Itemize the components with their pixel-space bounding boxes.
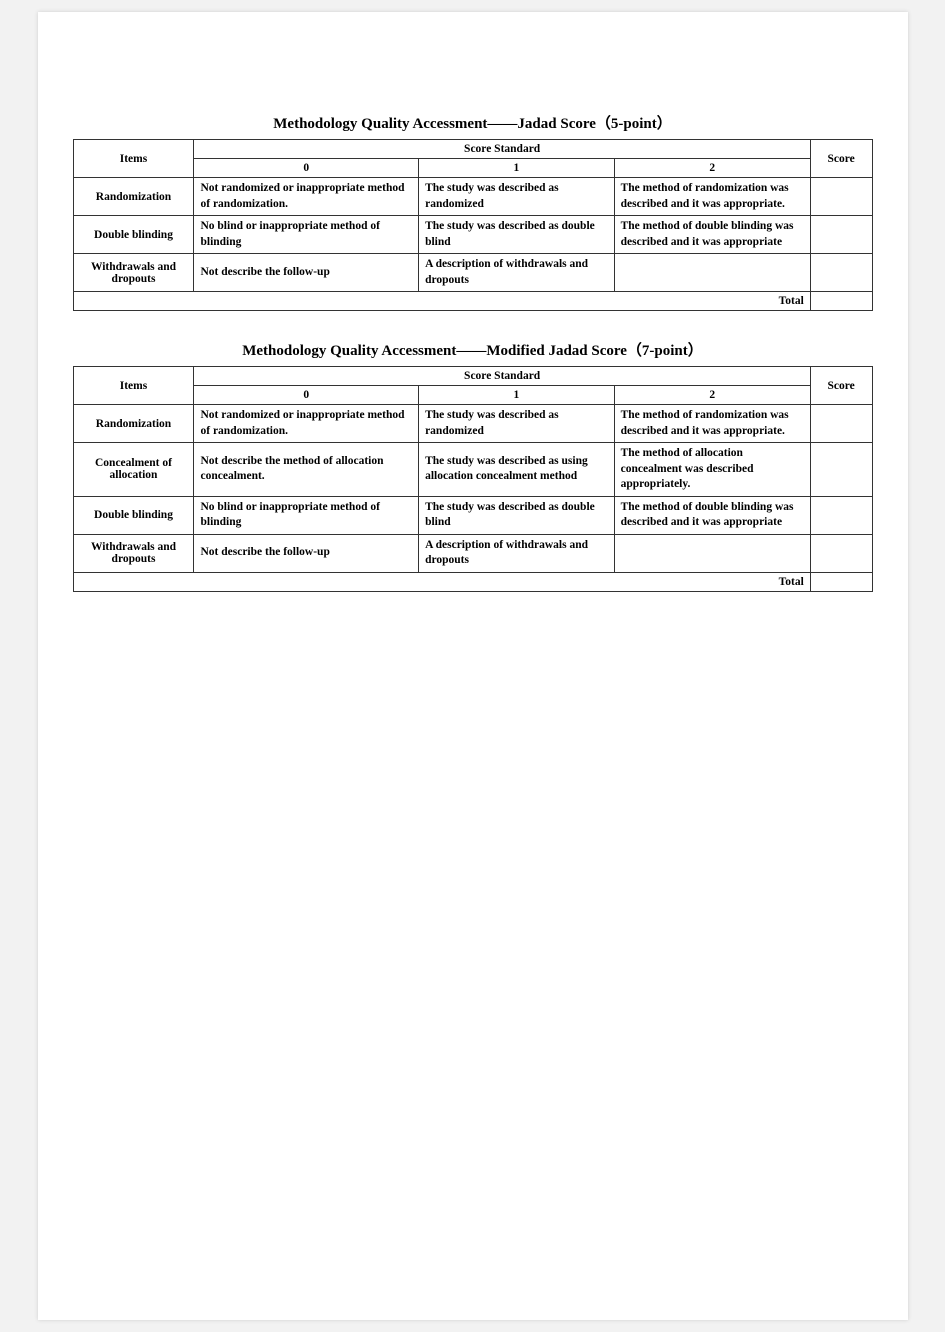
table1-r2-item: Withdrawals and dropouts [73,254,194,292]
table1-r1-c1: The study was described as double blind [419,216,615,254]
table2-modified-jadad-7point: Items Score Standard Score 0 1 2 Randomi… [73,366,873,592]
table2-r0-item: Randomization [73,405,194,443]
table1-total-row: Total [73,292,872,311]
table-row: Withdrawals and dropouts Not describe th… [73,254,872,292]
table1-r2-c0: Not describe the follow-up [194,254,419,292]
table1-r0-c0: Not randomized or inappropriate method o… [194,178,419,216]
table1-r1-c0: No blind or inappropriate method of blin… [194,216,419,254]
table2-header-score: Score [810,367,872,405]
table1-r0-c2: The method of randomization was describe… [614,178,810,216]
table2-r1-score [810,443,872,497]
table1-r2-score [810,254,872,292]
table1-header-items: Items [73,140,194,178]
table2-r2-c1: The study was described as double blind [419,496,615,534]
table-row: Withdrawals and dropouts Not describe th… [73,534,872,572]
table1-header-0: 0 [194,159,419,178]
table1-r0-item: Randomization [73,178,194,216]
table2-header-score-standard: Score Standard [194,367,810,386]
table2-total-row: Total [73,572,872,591]
table-row: Concealment of allocation Not describe t… [73,443,872,497]
table2-r2-item: Double blinding [73,496,194,534]
table-row: Randomization Not randomized or inapprop… [73,405,872,443]
table1-header-row1: Items Score Standard Score [73,140,872,159]
table1-total-value [810,292,872,311]
document-page: Methodology Quality Accessment——Jadad Sc… [38,12,908,1320]
table2-header-items: Items [73,367,194,405]
table2-r0-c2: The method of randomization was describe… [614,405,810,443]
table-row: Double blinding No blind or inappropriat… [73,496,872,534]
table2-r1-c1: The study was described as using allocat… [419,443,615,497]
table2-r1-c2: The method of allocation concealment was… [614,443,810,497]
table1-r0-c1: The study was described as randomized [419,178,615,216]
table2-header-2: 2 [614,386,810,405]
table2-header-1: 1 [419,386,615,405]
table1-header-1: 1 [419,159,615,178]
table1-title: Methodology Quality Accessment——Jadad Sc… [73,112,873,133]
table2-r1-item: Concealment of allocation [73,443,194,497]
table-row: Double blinding No blind or inappropriat… [73,216,872,254]
table2-r3-c2 [614,534,810,572]
table1-header-score: Score [810,140,872,178]
table-row: Randomization Not randomized or inapprop… [73,178,872,216]
table2-r0-score [810,405,872,443]
table2-r3-item: Withdrawals and dropouts [73,534,194,572]
table1-r2-c2 [614,254,810,292]
table2-header-row1: Items Score Standard Score [73,367,872,386]
table1-r1-c2: The method of double blinding was descri… [614,216,810,254]
table2-total-label: Total [73,572,810,591]
table2-r1-c0: Not describe the method of allocation co… [194,443,419,497]
table1-r2-c1: A description of withdrawals and dropout… [419,254,615,292]
table2-r0-c1: The study was described as randomized [419,405,615,443]
table1-header-score-standard: Score Standard [194,140,810,159]
table2-r2-score [810,496,872,534]
table1-jadad-5point: Items Score Standard Score 0 1 2 Randomi… [73,139,873,311]
table2-header-0: 0 [194,386,419,405]
table2-total-value [810,572,872,591]
table2-title: Methodology Quality Accessment——Modified… [73,339,873,360]
table1-total-label: Total [73,292,810,311]
table2-r3-c1: A description of withdrawals and dropout… [419,534,615,572]
table2-r3-score [810,534,872,572]
table2-r0-c0: Not randomized or inappropriate method o… [194,405,419,443]
table1-header-2: 2 [614,159,810,178]
table1-r1-score [810,216,872,254]
table1-r0-score [810,178,872,216]
table2-r3-c0: Not describe the follow-up [194,534,419,572]
table1-r1-item: Double blinding [73,216,194,254]
table2-r2-c0: No blind or inappropriate method of blin… [194,496,419,534]
table2-r2-c2: The method of double blinding was descri… [614,496,810,534]
